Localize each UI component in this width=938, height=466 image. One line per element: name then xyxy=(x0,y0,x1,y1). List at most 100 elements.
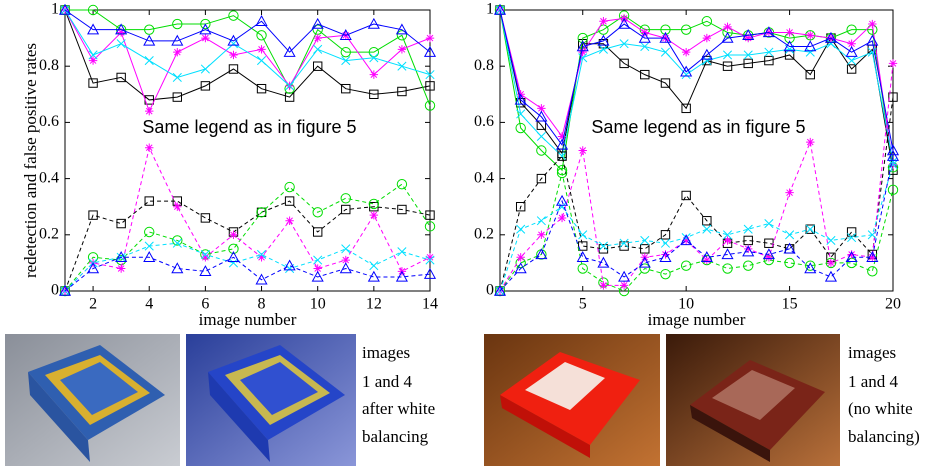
marker xyxy=(806,225,814,233)
marker xyxy=(641,236,649,244)
series-line xyxy=(65,10,430,100)
marker xyxy=(172,263,182,272)
marker xyxy=(145,56,153,64)
x-tick-label: 12 xyxy=(366,296,382,313)
marker xyxy=(661,48,669,56)
marker xyxy=(703,34,711,42)
marker xyxy=(579,146,587,154)
marker xyxy=(744,225,752,233)
marker xyxy=(398,45,406,53)
marker xyxy=(398,62,406,70)
x-tick-label: 10 xyxy=(310,296,326,313)
y-tick-label: 0 xyxy=(486,282,494,299)
photo xyxy=(666,334,840,466)
photo-caption: images xyxy=(362,343,410,362)
marker xyxy=(806,31,814,39)
marker xyxy=(229,259,237,267)
marker xyxy=(723,23,731,31)
series-line xyxy=(500,173,893,291)
marker xyxy=(173,48,181,56)
marker xyxy=(229,51,237,59)
marker xyxy=(117,40,125,48)
y-tick-label: 0 xyxy=(51,282,59,299)
marker xyxy=(201,214,209,222)
photo-caption: 1 and 4 xyxy=(848,372,899,391)
marker xyxy=(516,225,524,233)
y-tick-label: 0.6 xyxy=(474,113,494,130)
marker xyxy=(285,217,293,225)
marker xyxy=(201,34,209,42)
series xyxy=(496,160,897,295)
series-line xyxy=(65,201,430,291)
marker xyxy=(145,107,153,115)
x-axis-label: image number xyxy=(648,310,746,329)
marker xyxy=(599,45,607,53)
marker xyxy=(173,73,181,81)
marker xyxy=(145,143,153,151)
series xyxy=(495,151,898,295)
marker xyxy=(341,194,350,203)
photo-caption: images xyxy=(848,343,896,362)
x-tick-label: 4 xyxy=(145,296,153,313)
marker xyxy=(370,70,378,78)
photo xyxy=(186,334,356,466)
photo xyxy=(484,334,660,466)
marker xyxy=(257,45,265,53)
marker xyxy=(398,247,406,255)
marker xyxy=(537,132,545,140)
marker xyxy=(868,20,876,28)
marker xyxy=(313,256,321,264)
marker xyxy=(397,180,406,189)
marker xyxy=(201,65,209,73)
marker xyxy=(620,281,628,289)
y-axis-label: redetection and false positive rates xyxy=(21,43,40,278)
series-line xyxy=(500,165,893,291)
marker xyxy=(765,219,773,227)
photo-caption: (no white xyxy=(848,399,913,418)
series xyxy=(61,239,434,295)
marker xyxy=(868,267,877,276)
y-tick-label: 1 xyxy=(51,1,59,18)
x-tick-label: 15 xyxy=(782,296,798,313)
marker xyxy=(703,225,711,233)
series-line xyxy=(500,63,893,291)
marker xyxy=(370,211,378,219)
series xyxy=(60,180,434,296)
page: 00.20.40.60.812468101214image numberrede… xyxy=(0,0,938,466)
series xyxy=(496,6,897,166)
marker xyxy=(229,231,237,239)
marker xyxy=(342,245,350,253)
y-tick-label: 0.4 xyxy=(474,169,494,186)
marker xyxy=(620,239,628,247)
series xyxy=(495,168,897,295)
marker xyxy=(145,227,154,236)
photo-caption: after white xyxy=(362,399,435,418)
y-tick-label: 0.2 xyxy=(39,225,59,242)
photo xyxy=(5,334,180,466)
series xyxy=(496,59,897,295)
y-tick-label: 0.8 xyxy=(474,57,494,74)
x-axis-label: image number xyxy=(199,310,297,329)
x-tick-label: 14 xyxy=(422,296,438,313)
photo-caption: balancing xyxy=(362,427,429,446)
marker xyxy=(313,34,321,42)
x-tick-label: 5 xyxy=(579,296,587,313)
y-tick-label: 0.6 xyxy=(39,113,59,130)
marker xyxy=(537,231,545,239)
annotation: Same legend as in figure 5 xyxy=(142,117,356,137)
marker xyxy=(785,188,793,196)
marker xyxy=(847,56,855,64)
marker xyxy=(257,56,265,64)
marker xyxy=(117,264,125,272)
marker xyxy=(558,214,566,222)
marker xyxy=(661,239,669,247)
y-tick-label: 0.2 xyxy=(474,225,494,242)
marker xyxy=(826,272,836,281)
marker xyxy=(173,203,181,211)
marker xyxy=(827,259,835,267)
marker xyxy=(889,59,897,67)
marker xyxy=(785,231,793,239)
x-tick-label: 20 xyxy=(885,296,901,313)
series xyxy=(496,6,897,175)
marker xyxy=(785,28,793,36)
